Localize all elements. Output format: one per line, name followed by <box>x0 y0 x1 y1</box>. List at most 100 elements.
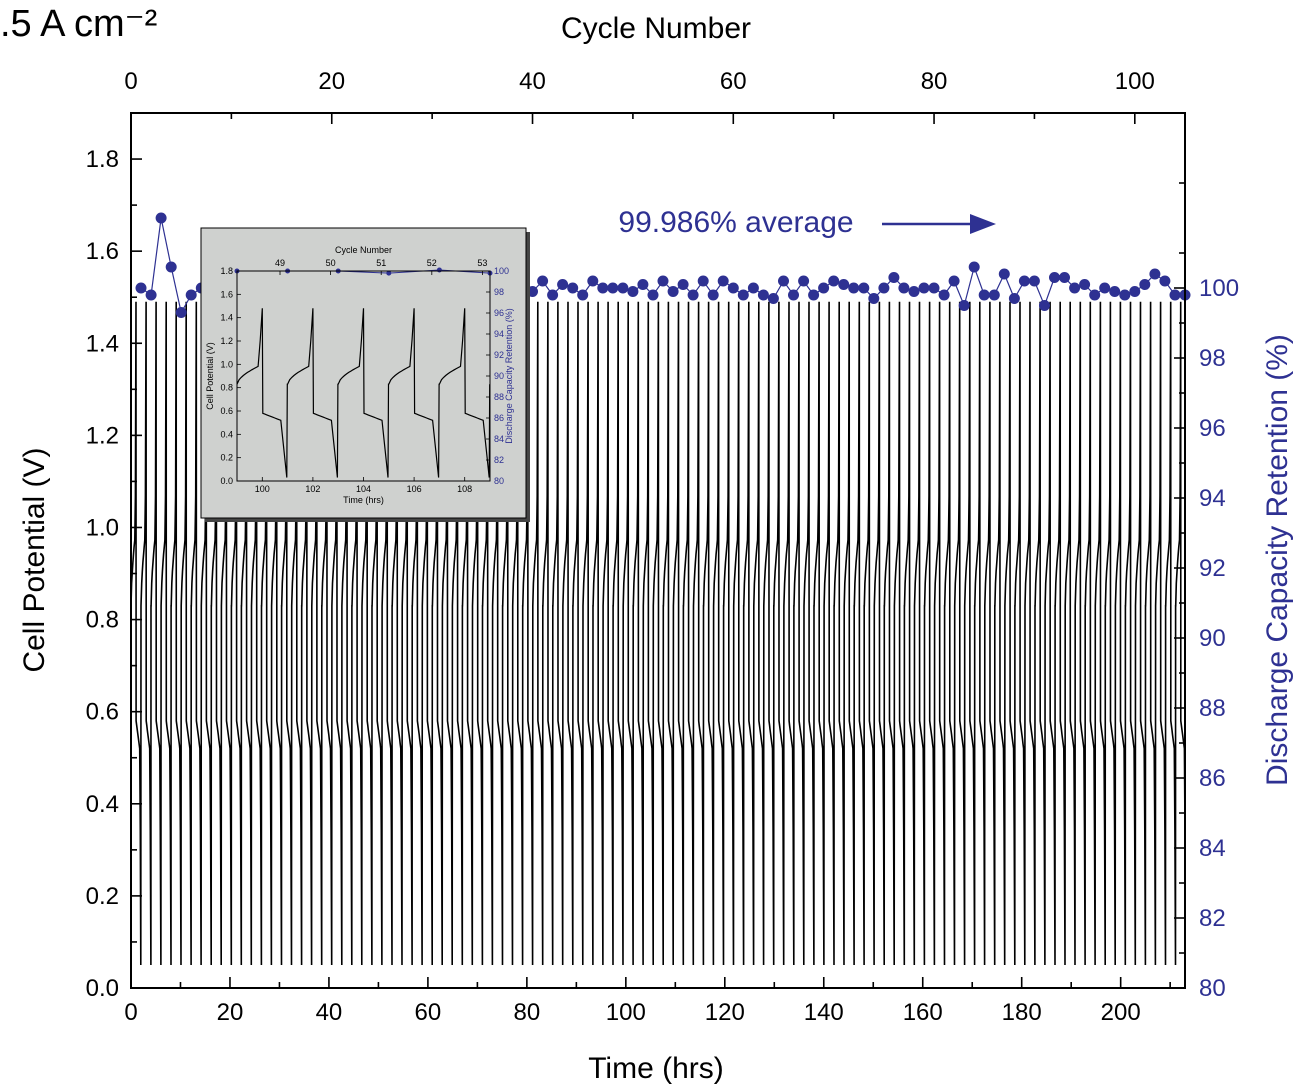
annotation-arrow <box>882 214 996 234</box>
x2-tick-label: 60 <box>720 68 747 95</box>
inset-retention-point <box>436 267 442 273</box>
retention-point <box>958 300 970 311</box>
retention-point <box>988 289 1000 301</box>
retention-point <box>798 275 810 287</box>
retention-point <box>1089 289 1101 301</box>
inset-y-tick-label: 1.8 <box>220 266 233 276</box>
retention-point <box>165 261 177 273</box>
retention-point <box>918 282 930 294</box>
retention-point <box>1119 289 1131 301</box>
inset-x-tick-label: 102 <box>305 484 320 494</box>
axes: 0 20 40 60 80 100 120 140 160 180 2000.00.20.40.60… <box>86 68 1239 1026</box>
y2-tick-label: 98 <box>1199 345 1226 372</box>
retention-point <box>1039 300 1050 311</box>
retention-point <box>898 282 910 294</box>
retention-point <box>557 279 569 290</box>
y-tick-label: 1.6 <box>86 238 119 265</box>
inset-y2-tick-label: 92 <box>494 350 504 360</box>
inset-x2-tick-label: 51 <box>376 258 386 268</box>
x2-tick-label: 100 <box>1115 68 1155 95</box>
x2-tick-label: 80 <box>921 68 948 95</box>
x-tick-label: 200 <box>1101 999 1141 1026</box>
x-tick-label: 80 <box>514 999 541 1026</box>
retention-point <box>617 282 629 294</box>
inset-y-tick-label: 0.0 <box>220 476 233 486</box>
inset-x2-tick-label: 53 <box>477 258 487 268</box>
retention-point <box>808 289 820 301</box>
inset-x-tick-label: 106 <box>407 484 422 494</box>
retention-point <box>888 272 900 283</box>
retention-point <box>577 289 589 301</box>
retention-point <box>948 275 960 287</box>
inset-y-tick-label: 1.6 <box>220 289 233 299</box>
x2-tick-label: 0 <box>124 68 137 95</box>
retention-point <box>737 289 749 301</box>
x-tick-label: 60 <box>415 999 442 1026</box>
inset-y-tick-label: 0.4 <box>220 429 233 439</box>
inset-y-tick-label: 1.2 <box>220 336 233 346</box>
retention-point <box>135 282 147 294</box>
retention-point <box>928 282 940 294</box>
retention-point <box>567 282 579 294</box>
inset-y2-axis-label: Discharge Capacity Retention (%) <box>504 308 514 444</box>
inset-voltage-trace <box>236 308 491 478</box>
retention-point <box>697 275 709 287</box>
retention-point <box>627 286 639 297</box>
inset-x-tick-label: 100 <box>255 484 270 494</box>
inset-x2-axis-label: Cycle Number <box>335 245 392 255</box>
inset-y-tick-label: 0.6 <box>220 406 233 416</box>
inset-y-tick-label: 1.0 <box>220 359 233 369</box>
y-tick-label: 0.4 <box>86 791 119 818</box>
retention-point <box>1028 275 1040 287</box>
y-tick-label: 0.8 <box>86 607 119 634</box>
inset-x-tick-label: 104 <box>356 484 371 494</box>
retention-point <box>828 275 840 287</box>
inset-x2-tick-label: 52 <box>427 258 437 268</box>
retention-point <box>978 289 990 301</box>
retention-point <box>607 282 619 294</box>
retention-point <box>1008 293 1020 304</box>
retention-point <box>1139 279 1151 290</box>
retention-point <box>1149 268 1161 280</box>
inset-y2-tick-label: 84 <box>494 434 504 444</box>
retention-point <box>547 289 559 301</box>
retention-point <box>185 289 197 301</box>
inset-x-tick-label: 108 <box>457 484 472 494</box>
y-axis-label: Cell Potential (V) <box>18 447 51 672</box>
inset-y2-tick-label: 100 <box>494 266 509 276</box>
retention-point <box>657 275 669 287</box>
y2-tick-label: 80 <box>1199 975 1226 1002</box>
inset-y2-tick-label: 98 <box>494 287 504 297</box>
inset-y-tick-label: 0.2 <box>220 453 233 463</box>
y2-tick-label: 88 <box>1199 695 1226 722</box>
x-tick-label: 120 <box>705 999 745 1026</box>
x2-tick-label: 20 <box>318 68 345 95</box>
y2-axis-label: Discharge Capacity Retention (%) <box>1261 334 1294 786</box>
retention-point <box>637 279 649 290</box>
x-axis-label: Time (hrs) <box>588 1052 724 1085</box>
retention-point <box>707 289 719 301</box>
inset-y2-tick-label: 96 <box>494 308 504 318</box>
plot-frame <box>130 112 1186 989</box>
y2-tick-label: 86 <box>1199 765 1226 792</box>
inset-plot: 100 102 104 106 108 0.0 0.2 0.4 0.6 0.8 1.0 1.2 1.4 1… <box>200 227 530 522</box>
retention-point <box>1069 282 1081 294</box>
y-tick-label: 0.0 <box>86 975 119 1002</box>
retention-point <box>155 212 167 224</box>
inset-y-tick-label: 0.8 <box>220 383 233 393</box>
retention-point <box>868 293 880 304</box>
retention-point <box>878 282 890 294</box>
retention-point <box>1079 279 1091 290</box>
inset-y2-tick-label: 86 <box>494 413 504 423</box>
retention-point <box>175 307 187 318</box>
retention-point <box>667 286 679 297</box>
retention-point <box>677 279 689 290</box>
retention-point <box>767 293 779 304</box>
retention-point <box>717 275 729 287</box>
y-tick-label: 1.4 <box>86 330 119 357</box>
y-tick-label: 1.2 <box>86 422 119 449</box>
retention-point <box>757 289 769 301</box>
inset-y2-tick-label: 82 <box>494 455 504 465</box>
retention-point <box>1169 289 1181 301</box>
